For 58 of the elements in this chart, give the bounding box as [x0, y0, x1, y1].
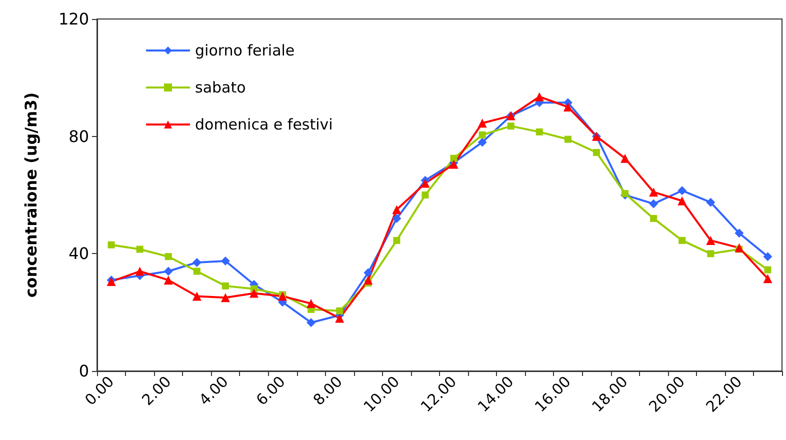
point [278, 292, 288, 301]
point [678, 196, 687, 206]
point [707, 250, 714, 258]
point [763, 252, 772, 262]
point [650, 214, 658, 222]
point [763, 274, 772, 284]
point [392, 214, 402, 223]
point [392, 205, 402, 214]
point [220, 293, 230, 302]
point [364, 276, 373, 285]
y-tick-label: 40 [68, 244, 89, 264]
point [478, 118, 487, 128]
point [450, 154, 458, 162]
y-tick-label: 120 [58, 10, 89, 28]
y-tick-label: 80 [68, 126, 89, 146]
point [164, 266, 173, 276]
point [422, 192, 429, 198]
point [108, 241, 115, 248]
point [192, 258, 202, 267]
point [649, 199, 658, 208]
y-axis-title: concentraione (ug/m3) [22, 92, 40, 298]
point [563, 102, 572, 112]
point [164, 253, 172, 260]
point [192, 292, 202, 301]
point [564, 136, 572, 143]
point [420, 178, 430, 188]
point [678, 186, 687, 196]
point [706, 236, 716, 245]
point [336, 307, 344, 314]
point [335, 314, 344, 323]
point [136, 246, 144, 253]
point [536, 128, 543, 136]
point [534, 92, 544, 102]
point [222, 282, 229, 290]
point [364, 268, 373, 278]
point [306, 299, 316, 308]
point [164, 276, 173, 285]
point [220, 256, 230, 266]
point [678, 236, 686, 244]
point [592, 148, 600, 156]
point [478, 131, 486, 138]
legend-label: giorno feriale [195, 42, 295, 60]
point [306, 318, 316, 328]
point [734, 228, 744, 238]
point [393, 236, 400, 244]
point [478, 138, 487, 147]
point [193, 268, 200, 275]
point [507, 122, 514, 130]
point [706, 198, 716, 207]
point [620, 154, 630, 163]
point [649, 188, 658, 197]
point [734, 243, 744, 252]
point [764, 266, 772, 274]
point [135, 266, 144, 276]
legend-label: domenica e festivi [195, 116, 333, 134]
y-tick-label: 0 [78, 362, 89, 380]
point [249, 288, 258, 298]
legend-label: sabato [195, 78, 246, 96]
